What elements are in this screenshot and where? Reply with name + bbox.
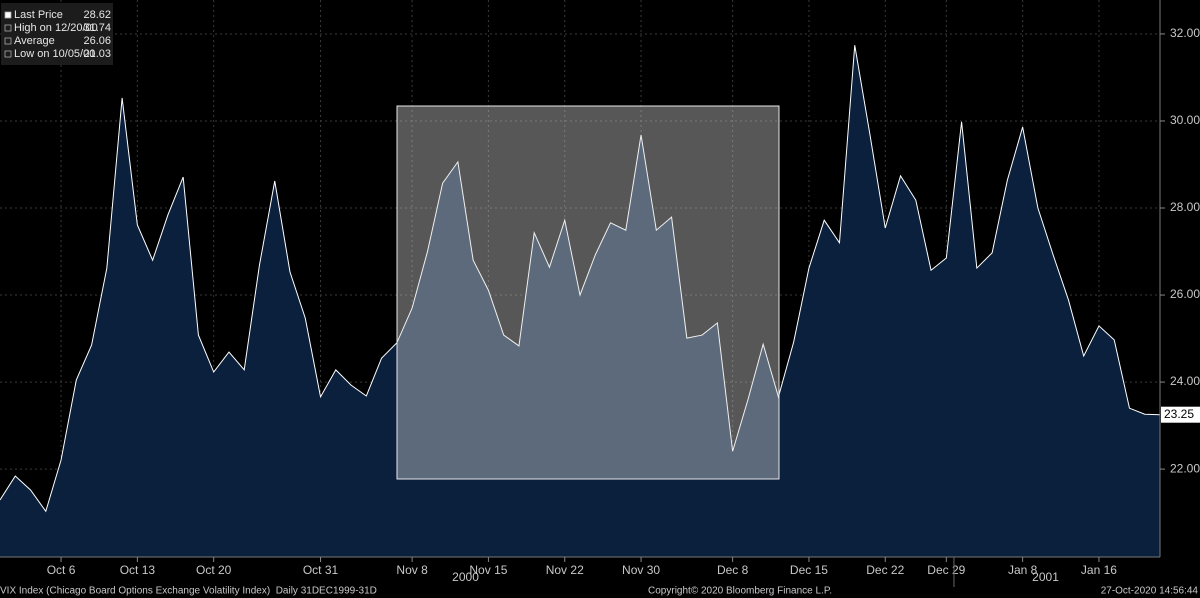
area: [0, 45, 1160, 557]
footer-right: 27-Oct-2020 14:56:44: [1101, 586, 1199, 597]
x-tick-label: Jan 8: [1008, 563, 1038, 577]
highlight-box: [396, 105, 780, 480]
legend-value: 28.62: [83, 9, 111, 21]
x-tick-label: Nov 8: [396, 563, 428, 577]
legend-value: 21.03: [83, 48, 111, 60]
y-tick-label: 24.00: [1170, 374, 1200, 388]
x-tick-label: Dec 8: [717, 563, 749, 577]
x-group-label: 2001: [1032, 570, 1059, 584]
plot-area: [0, 0, 1161, 557]
legend-marker: [4, 37, 12, 45]
x-tick-label: Oct 6: [47, 563, 76, 577]
y-tick-label: 26.00: [1170, 287, 1200, 301]
legend-label: Average: [14, 35, 55, 47]
footer-left: VIX Index (Chicago Board Options Exchang…: [0, 586, 377, 597]
x-tick-label: Jan 16: [1081, 563, 1117, 577]
legend-label: High on 12/20/00: [14, 22, 98, 34]
legend-box: [1, 3, 113, 65]
y-tick-label: 30.00: [1170, 113, 1200, 127]
y-tick-label: 22.00: [1170, 461, 1200, 475]
line: [0, 45, 1161, 513]
x-tick-label: Dec 15: [790, 563, 828, 577]
last-value-box: [1161, 406, 1200, 423]
x-tick-label: Oct 20: [196, 563, 232, 577]
x-group-label: 2000: [452, 570, 479, 584]
legend-marker: [4, 24, 12, 32]
x-tick-label: Oct 13: [120, 563, 156, 577]
x-tick-label: Nov 30: [622, 563, 660, 577]
legend-value: 26.06: [83, 35, 111, 47]
x-tick-label: Oct 31: [303, 563, 339, 577]
x-tick-label: Dec 22: [866, 563, 904, 577]
x-tick-label: Nov 15: [469, 563, 507, 577]
x-tick-label: Dec 29: [927, 563, 965, 577]
legend-marker: [4, 50, 12, 58]
last-value-label: 23.25: [1164, 407, 1194, 421]
footer-center: Copyright© 2020 Bloomberg Finance L.P.: [648, 586, 832, 597]
x-tick-label: Nov 22: [546, 563, 584, 577]
legend-label: Low on 10/05/00: [14, 48, 95, 60]
legend-marker: [4, 11, 12, 19]
legend-label: Last Price: [14, 9, 63, 21]
y-tick-label: 32.00: [1170, 26, 1200, 40]
legend-value: 31.74: [83, 22, 111, 34]
y-tick-label: 28.00: [1170, 200, 1200, 214]
